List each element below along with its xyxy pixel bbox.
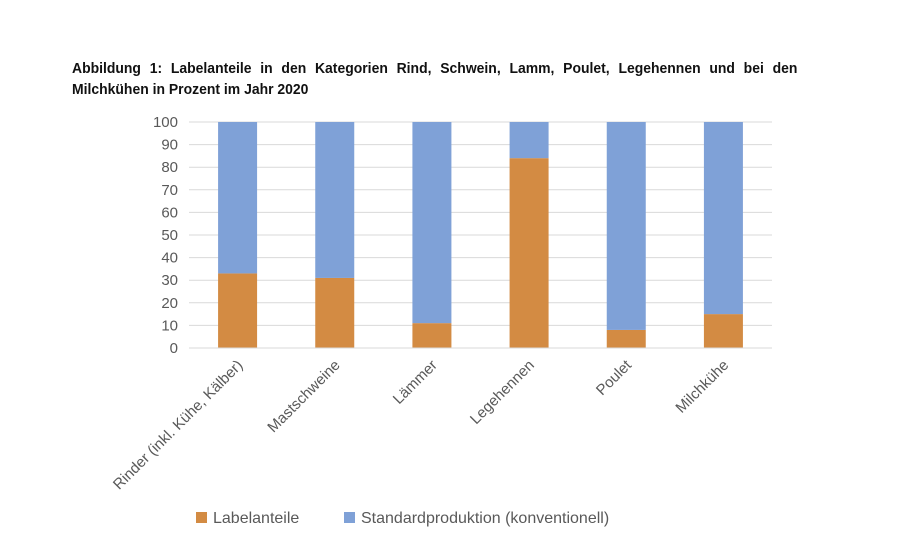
x-category-label: Legehennen [467, 357, 538, 428]
bar-segment [218, 273, 258, 348]
y-tick-label: 60 [161, 204, 178, 221]
y-tick-label: 100 [153, 114, 178, 131]
gridlines [189, 121, 772, 326]
bar-segment [703, 122, 743, 315]
x-category-label: Rinder (inkl. Kühe, Kälber) [110, 357, 246, 493]
y-tick-label: 80 [161, 159, 178, 176]
bars [218, 122, 743, 348]
legend-swatch [196, 512, 207, 523]
x-category-label: Lämmer [390, 357, 441, 408]
bar-segment [606, 122, 646, 330]
y-tick-label: 90 [161, 137, 178, 154]
y-tick-label: 20 [161, 295, 178, 312]
x-category-label: Poulet [593, 356, 636, 399]
y-tick-label: 30 [161, 272, 178, 289]
bar-segment [315, 122, 355, 278]
bar-segment [412, 122, 452, 324]
bar-segment [218, 122, 258, 274]
legend: Labelanteile Standardproduktion (konventi… [196, 510, 609, 527]
y-tick-label: 10 [161, 317, 178, 334]
legend-swatch [344, 512, 355, 523]
bar-segment [606, 329, 646, 348]
bar-segment [315, 277, 355, 348]
bar-segment [509, 158, 549, 348]
x-category-label: Milchkühe [672, 357, 732, 417]
y-axis-ticks: 0 10 20 30 40 50 60 70 80 90 100 [153, 114, 178, 357]
y-tick-label: 50 [161, 227, 178, 244]
bar-segment [509, 122, 549, 159]
figure-caption: Abbildung 1: Labelanteile in den Kategor… [72, 60, 798, 98]
legend-label: Standardproduktion (konventionell) [361, 510, 609, 527]
legend-label: Labelanteile [213, 510, 299, 527]
bar-segment [412, 323, 452, 348]
y-tick-label: 70 [161, 182, 178, 199]
y-tick-label: 0 [170, 340, 178, 357]
category-labels: Rinder (inkl. Kühe, Kälber) Mastschweine L… [110, 356, 732, 493]
x-category-label: Mastschweine [264, 357, 343, 436]
bar-segment [703, 314, 743, 348]
y-tick-label: 40 [161, 250, 178, 267]
